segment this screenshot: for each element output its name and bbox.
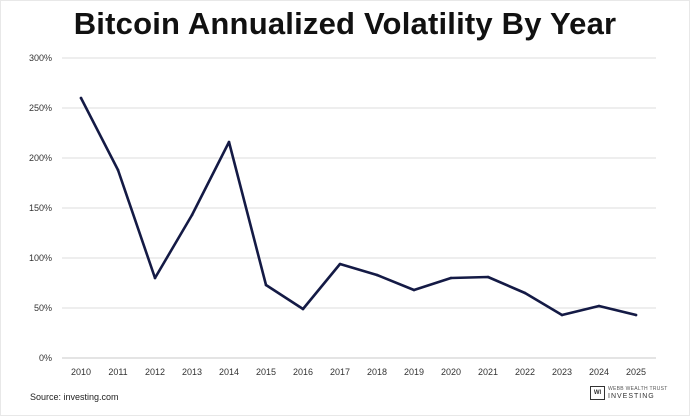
data-point	[338, 262, 342, 266]
x-tick-label: 2025	[626, 367, 646, 377]
data-point	[597, 304, 601, 308]
data-point	[190, 213, 194, 217]
data-point	[79, 96, 83, 100]
x-tick-label: 2014	[219, 367, 239, 377]
x-tick-label: 2022	[515, 367, 535, 377]
x-tick-label: 2024	[589, 367, 609, 377]
data-point	[412, 288, 416, 292]
y-tick-label: 300%	[29, 53, 52, 63]
brand-line-2: INVESTING	[608, 393, 655, 400]
data-point	[449, 276, 453, 280]
data-point	[301, 307, 305, 311]
brand-logo: WI WEBB WEALTH TRUST INVESTING	[590, 386, 668, 400]
x-tick-label: 2018	[367, 367, 387, 377]
data-point	[634, 313, 638, 317]
x-tick-label: 2019	[404, 367, 424, 377]
x-tick-label: 2010	[71, 367, 91, 377]
source-note: Source: investing.com	[30, 392, 119, 402]
x-tick-label: 2023	[552, 367, 572, 377]
data-point	[153, 276, 157, 280]
data-point	[264, 283, 268, 287]
data-point	[227, 140, 231, 144]
x-tick-label: 2017	[330, 367, 350, 377]
data-point	[523, 291, 527, 295]
x-tick-label: 2016	[293, 367, 313, 377]
brand-mark-icon: WI	[590, 386, 605, 400]
y-tick-label: 250%	[29, 103, 52, 113]
x-tick-label: 2013	[182, 367, 202, 377]
y-tick-label: 150%	[29, 203, 52, 213]
chart-title: Bitcoin Annualized Volatility By Year	[73, 6, 617, 41]
y-tick-label: 200%	[29, 153, 52, 163]
x-tick-label: 2012	[145, 367, 165, 377]
data-point	[116, 168, 120, 172]
x-tick-label: 2021	[478, 367, 498, 377]
x-tick-label: 2011	[108, 367, 127, 377]
y-tick-label: 100%	[29, 253, 52, 263]
y-tick-label: 0%	[39, 353, 52, 363]
brand-line-1: WEBB WEALTH TRUST	[608, 386, 668, 392]
data-point	[560, 313, 564, 317]
series-line	[79, 96, 638, 317]
x-tick-label: 2020	[441, 367, 461, 377]
data-point	[375, 273, 379, 277]
data-point	[486, 275, 490, 279]
y-tick-label: 50%	[34, 303, 52, 313]
x-tick-label: 2015	[256, 367, 276, 377]
